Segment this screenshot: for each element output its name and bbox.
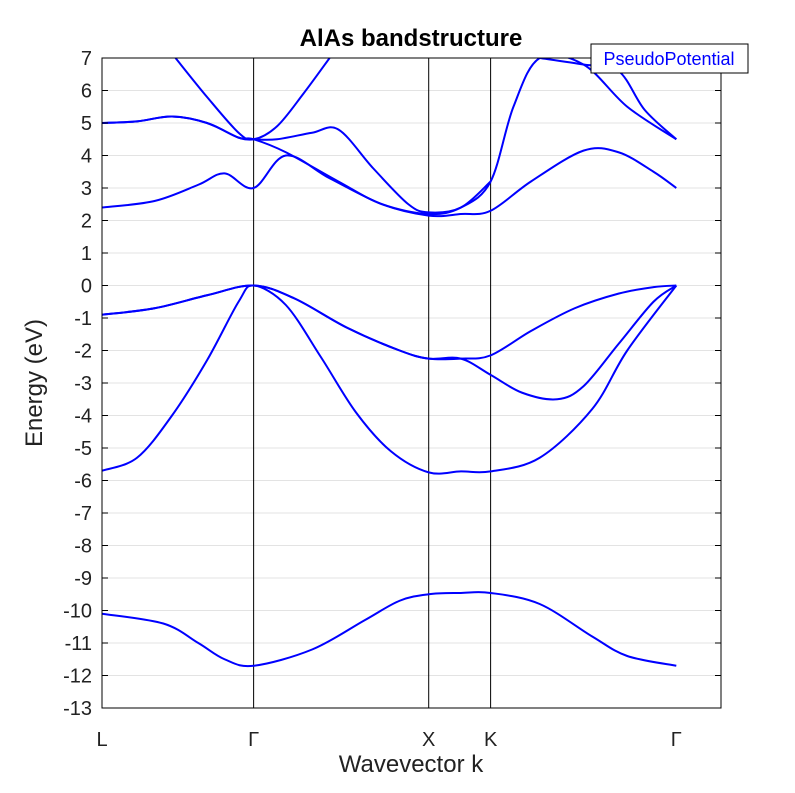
legend-box <box>590 43 749 74</box>
chart-title: AlAs bandstructure <box>300 25 523 52</box>
y-tick-label: 5 <box>81 113 92 135</box>
kpoint-lines-layer <box>253 58 492 708</box>
band-line <box>102 591 677 668</box>
y-tick-label: -4 <box>74 406 92 428</box>
y-tick-label: 4 <box>81 146 92 168</box>
y-tick-label: -9 <box>74 568 92 590</box>
y-tick-label: -6 <box>74 471 92 493</box>
band-line <box>102 115 492 214</box>
y-tick-label: -5 <box>74 438 92 460</box>
y-tick-label: -13 <box>63 698 92 720</box>
y-tick-label: -2 <box>74 341 92 363</box>
y-tick-label: -10 <box>63 601 92 623</box>
x-tick-label: Γ <box>248 729 259 751</box>
x-tick-label: X <box>422 729 435 751</box>
y-tick-label: -12 <box>63 666 92 688</box>
y-tick-label: -7 <box>74 503 92 525</box>
y-tick-label: -8 <box>74 536 92 558</box>
y-tick-label: 7 <box>81 48 92 70</box>
band-line <box>102 284 678 475</box>
y-axis-label: Energy (eV) <box>21 319 48 447</box>
x-tick-label: L <box>96 729 107 751</box>
y-tick-label: -3 <box>74 373 92 395</box>
series-layer <box>102 58 678 668</box>
x-axis-label: Wavevector k <box>339 751 484 778</box>
grid-layer <box>102 57 721 709</box>
band-line <box>174 58 331 141</box>
band-line <box>102 284 677 361</box>
y-tick-label: 3 <box>81 178 92 200</box>
legend: PseudoPotential <box>590 43 749 74</box>
y-tick-label: 6 <box>81 81 92 103</box>
y-tick-label: -1 <box>74 308 92 330</box>
y-tick-label: -11 <box>65 633 92 655</box>
y-tick-label: 2 <box>81 211 92 233</box>
y-tick-label: 0 <box>81 276 92 298</box>
y-tick-label: 1 <box>81 243 92 265</box>
y-tick-layer: 7 6 5 4 3 2 1 0 -1 -2 -3 -4 -5 -6 -7 -8 -9 -10 -11 -12 -13 <box>63 48 721 720</box>
x-tick-label: K <box>484 729 498 751</box>
legend-entry: PseudoPotential <box>603 49 734 69</box>
x-tick-label: Γ <box>671 729 682 751</box>
